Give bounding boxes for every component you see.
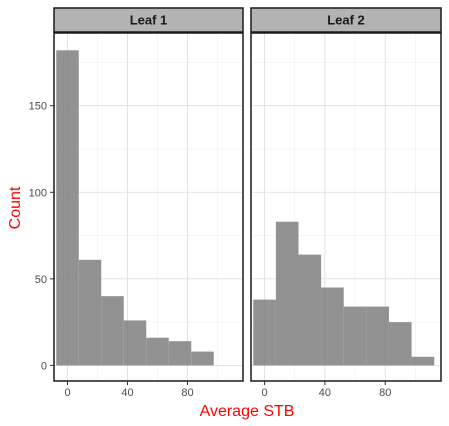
x-tick-label: 0 <box>64 387 70 399</box>
y-tick-label: 150 <box>29 101 47 113</box>
x-tick-label: 0 <box>262 387 268 399</box>
histogram-bar <box>101 296 124 366</box>
histogram-bar <box>411 356 435 366</box>
histogram-bar <box>275 221 299 366</box>
histogram-bar <box>366 306 389 366</box>
panels-layer: Leaf 1 0 40 80 0 50 100 150 Leaf 2 0 40 80 <box>29 7 442 399</box>
histogram-bar <box>321 287 344 366</box>
facet-strip <box>53 7 244 33</box>
x-tick-label: 80 <box>379 387 391 399</box>
y-tick-label: 100 <box>29 187 47 199</box>
histogram-bar <box>343 306 367 366</box>
facet-strip-label: Leaf 1 <box>130 13 168 28</box>
facet-strip-label: Leaf 2 <box>327 13 365 28</box>
y-tick-label: 0 <box>41 360 47 372</box>
histogram-bar <box>78 259 102 366</box>
histogram-bar <box>123 320 147 366</box>
histogram-bar <box>298 254 322 366</box>
x-tick-label: 80 <box>181 387 193 399</box>
histogram-bar <box>388 322 412 366</box>
x-axis-title: Average STB <box>200 403 295 420</box>
panel-2: Leaf 2 0 40 80 <box>250 7 442 399</box>
x-tick-label: 40 <box>121 387 133 399</box>
facet-strip <box>250 7 442 33</box>
histogram-bar <box>146 337 169 366</box>
y-tick-label: 50 <box>35 274 47 286</box>
panel-border <box>250 32 442 382</box>
panel-border <box>53 32 244 382</box>
histogram-bar <box>253 299 276 366</box>
panel-1: Leaf 1 0 40 80 0 50 100 150 <box>29 7 244 399</box>
x-tick-label: 40 <box>319 387 331 399</box>
histogram-bar <box>56 50 79 366</box>
y-axis-title: Count <box>7 186 24 229</box>
histogram-bar <box>168 341 192 366</box>
histogram-bar <box>191 351 214 366</box>
